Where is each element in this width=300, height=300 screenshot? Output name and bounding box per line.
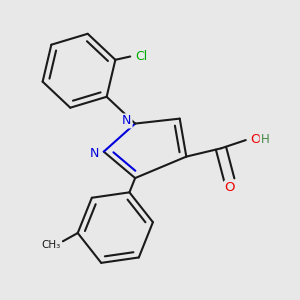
Text: CH₃: CH₃ [42, 240, 61, 250]
Text: N: N [122, 114, 132, 128]
Text: H: H [261, 133, 269, 146]
Text: Cl: Cl [136, 50, 148, 63]
Text: O: O [250, 133, 260, 146]
Text: N: N [90, 147, 99, 160]
Text: O: O [225, 182, 235, 194]
